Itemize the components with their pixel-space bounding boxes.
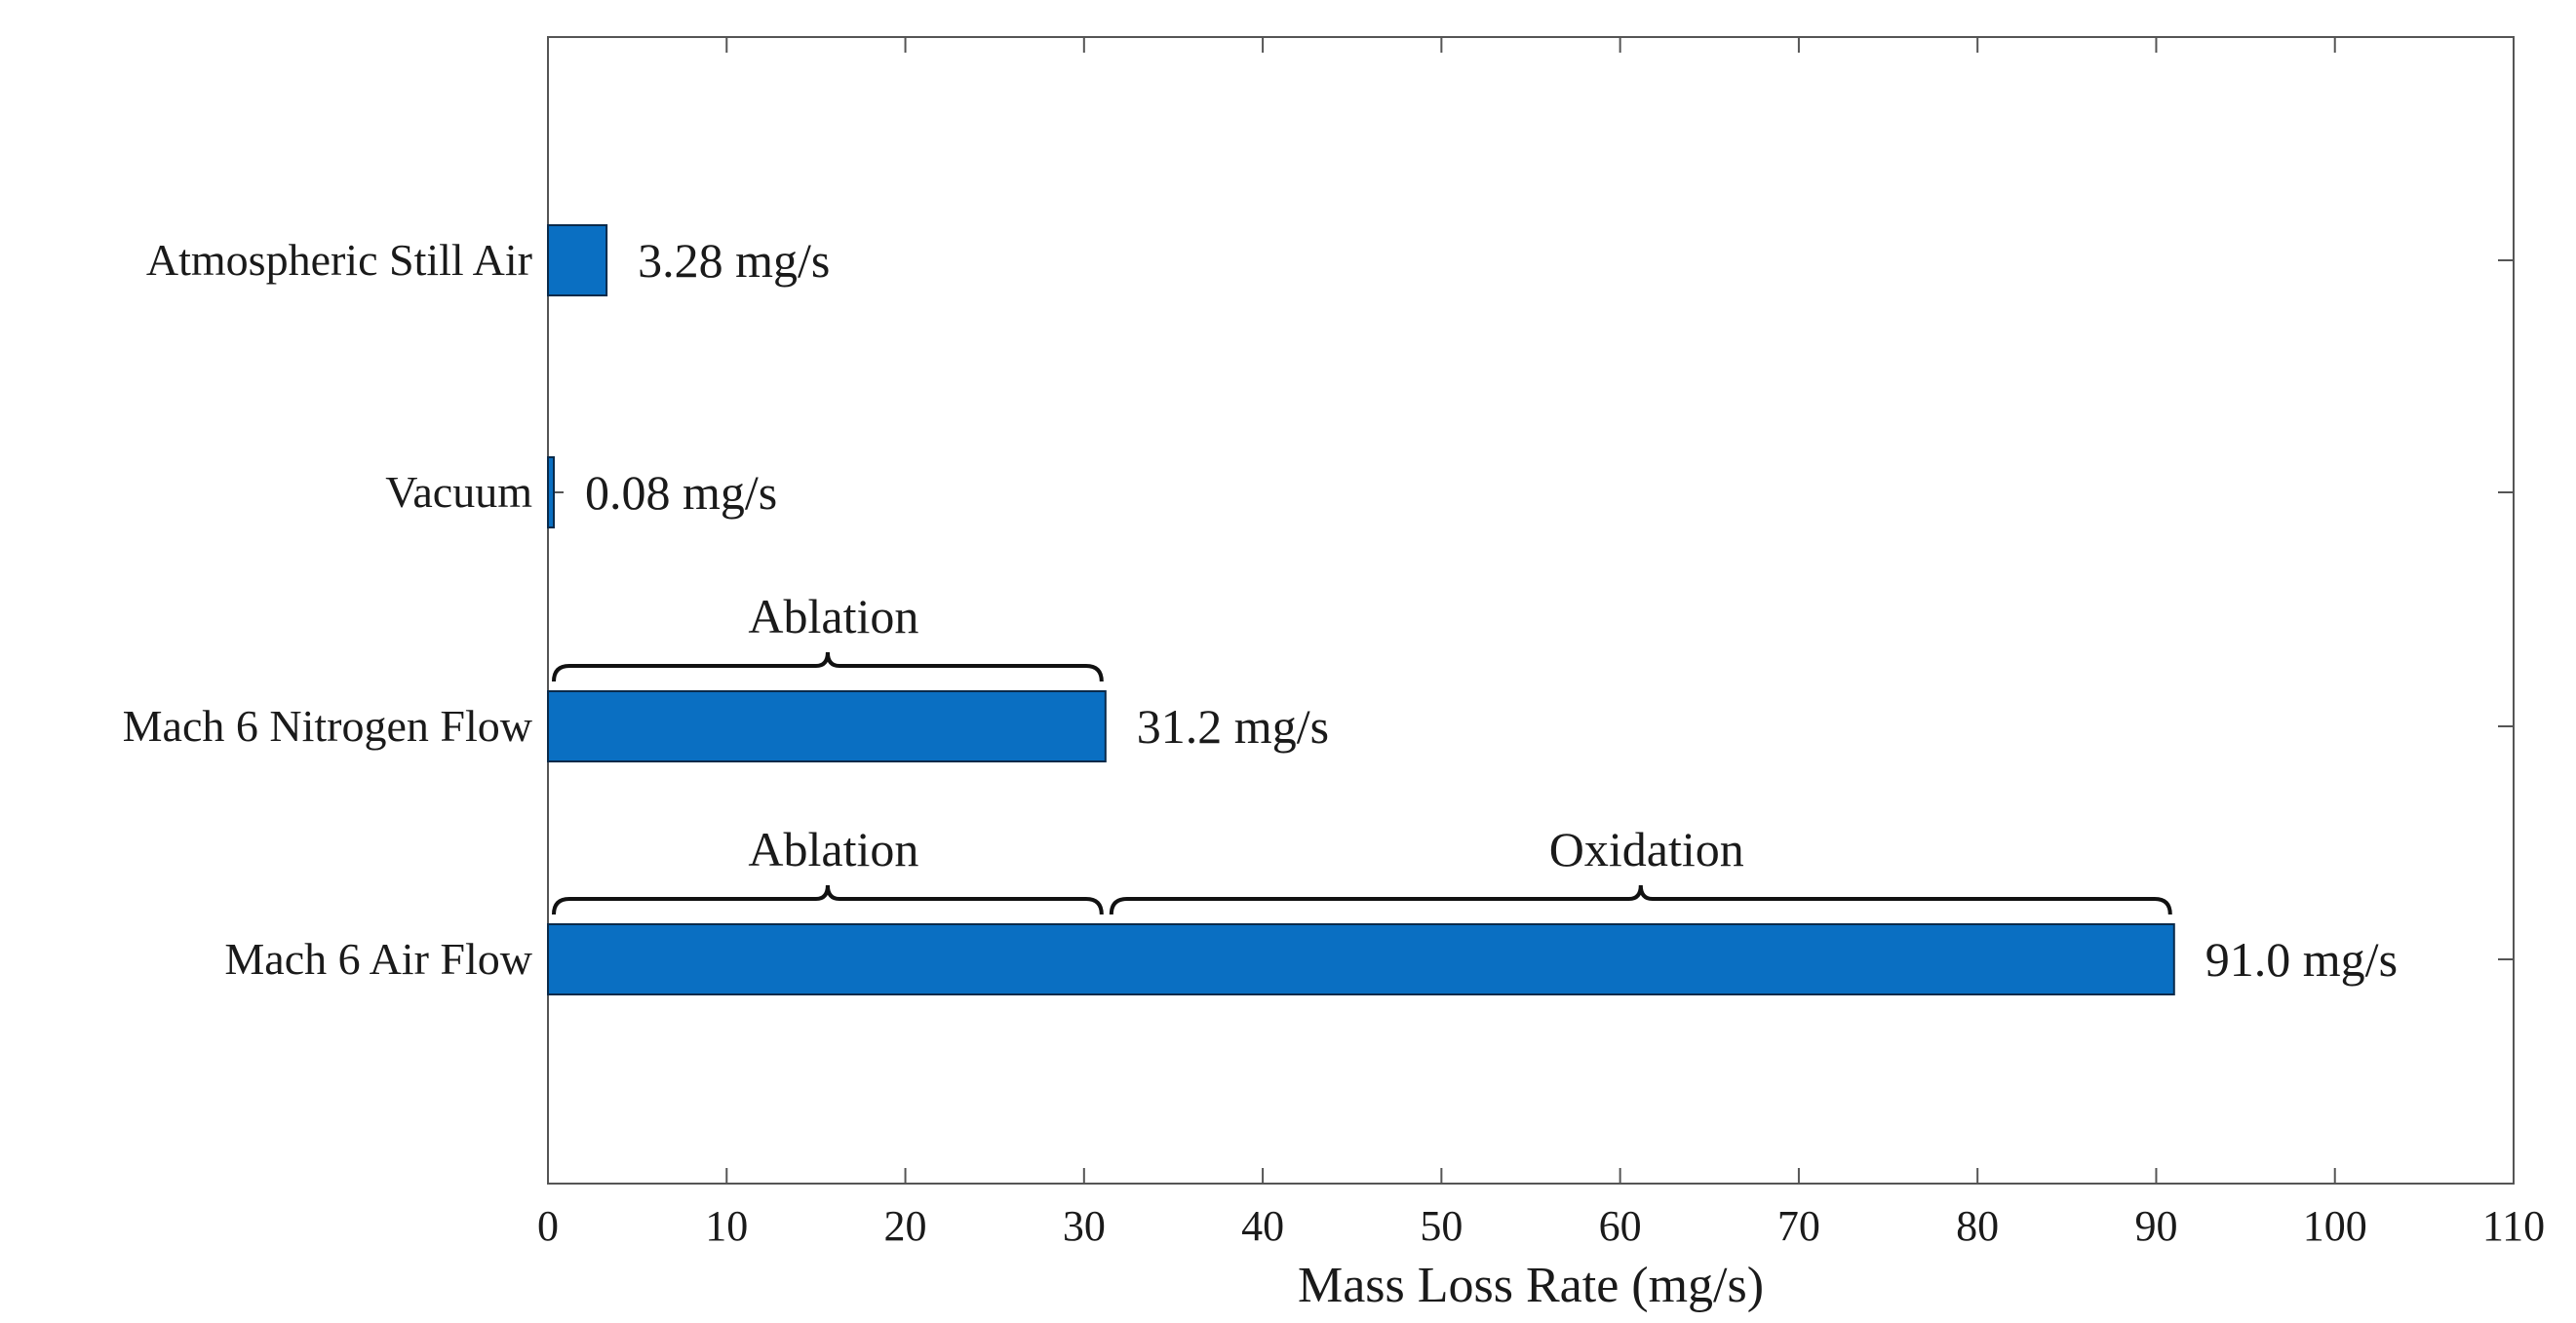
category-label-atmospheric-still-air: Atmospheric Still Air (146, 235, 532, 285)
value-label-vacuum: 0.08 mg/s (585, 465, 777, 520)
x-tick-label-90: 90 (2134, 1202, 2177, 1250)
x-axis-title: Mass Loss Rate (mg/s) (1298, 1258, 1764, 1313)
chart-labels: Atmospheric Still Air 3.28 mg/s Vacuum 0.08… (123, 233, 2398, 987)
x-tick-label-10: 10 (705, 1202, 748, 1250)
brace-ablation-0 (552, 651, 1104, 682)
annotation-label-ablation-1: Ablation (748, 822, 918, 876)
value-label-mach-6-air-flow: 91.0 mg/s (2205, 932, 2398, 987)
x-tick-label-40: 40 (1241, 1202, 1284, 1250)
category-label-vacuum: Vacuum (385, 467, 532, 517)
x-tick-label-70: 70 (1777, 1202, 1820, 1250)
x-tick-label-30: 30 (1063, 1202, 1106, 1250)
x-tick-label-0: 0 (537, 1202, 559, 1250)
x-tick-label-20: 20 (884, 1202, 927, 1250)
bar-mach-6-air-flow (547, 923, 2175, 995)
x-tick-label-80: 80 (1956, 1202, 1999, 1250)
annotation-label-ablation-0: Ablation (748, 589, 918, 643)
brace-ablation-1 (552, 884, 1104, 915)
bar-vacuum (547, 456, 555, 528)
x-axis-ticks: 0 10 20 30 40 50 60 70 80 90 100 110 (537, 37, 2545, 1250)
plot-frame (547, 36, 2515, 1185)
category-label-mach-6-nitrogen-flow: Mach 6 Nitrogen Flow (123, 701, 533, 751)
annotation-label-oxidation-2: Oxidation (1549, 822, 1744, 876)
x-tick-label-110: 110 (2482, 1202, 2545, 1250)
category-label-mach-6-air-flow: Mach 6 Air Flow (224, 934, 532, 984)
bar-series (547, 224, 2175, 995)
x-tick-label-100: 100 (2303, 1202, 2367, 1250)
x-tick-label-60: 60 (1599, 1202, 1642, 1250)
value-label-atmospheric-still-air: 3.28 mg/s (638, 233, 830, 288)
bar-atmospheric-still-air (547, 224, 608, 296)
brace-annotations: Ablation Ablation Oxidation (552, 589, 2172, 915)
brace-oxidation-2 (1109, 884, 2172, 915)
bar-mach-6-nitrogen-flow (547, 690, 1107, 762)
x-tick-label-50: 50 (1420, 1202, 1463, 1250)
value-label-mach-6-nitrogen-flow: 31.2 mg/s (1137, 699, 1329, 754)
